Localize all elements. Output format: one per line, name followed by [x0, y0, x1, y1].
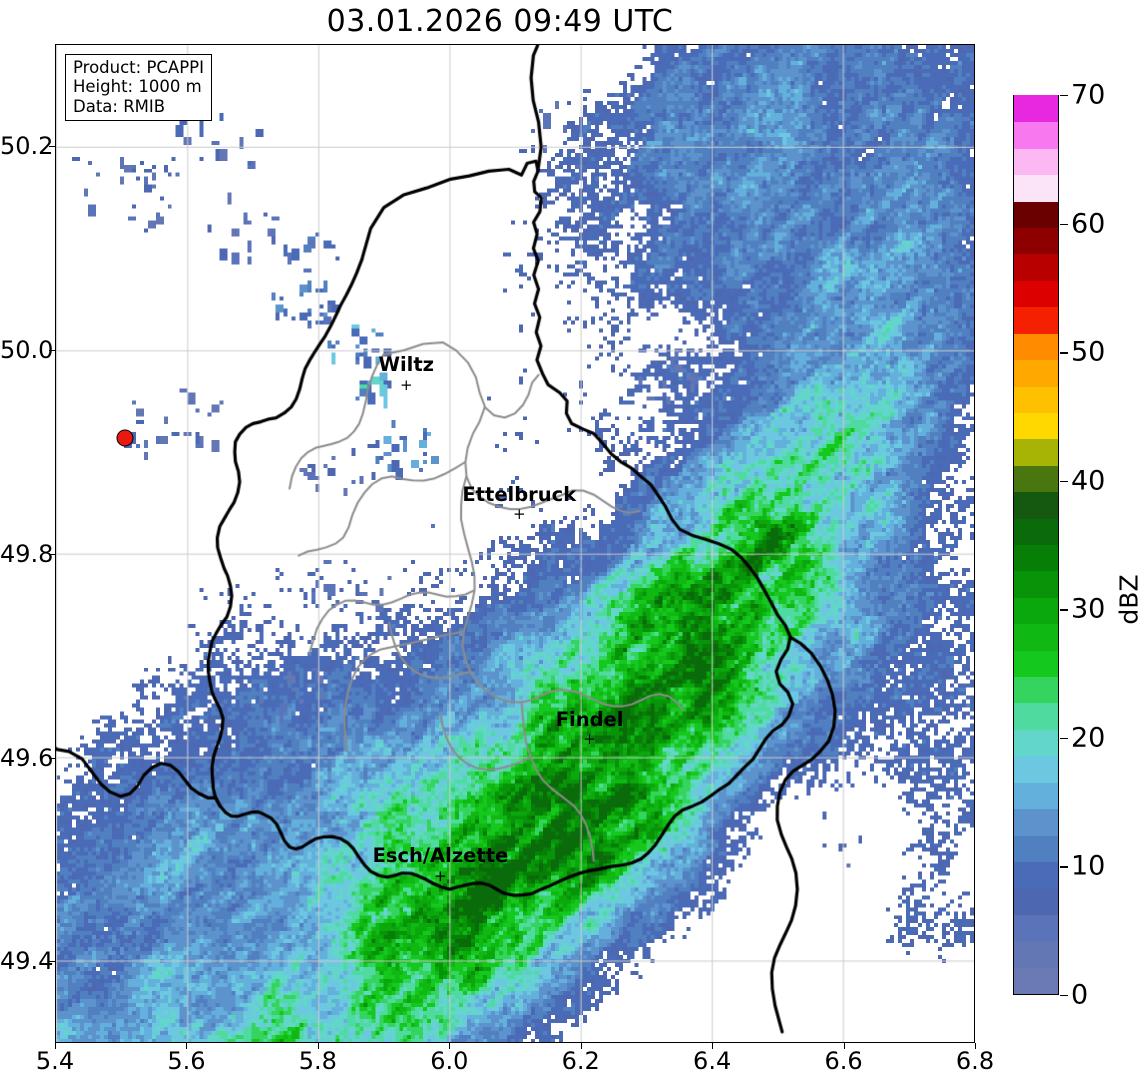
- x-tick-mark: [975, 1043, 976, 1049]
- colorbar-band: [1014, 147, 1058, 176]
- colorbar-band: [1014, 94, 1058, 123]
- product-info-box: Product: PCAPPI Height: 1000 m Data: RMI…: [65, 54, 212, 122]
- x-tick-label: 5.8: [298, 1047, 337, 1075]
- x-tick-mark: [449, 1043, 451, 1049]
- colorbar-band: [1014, 491, 1058, 519]
- radar-map-plot[interactable]: Product: PCAPPI Height: 1000 m Data: RMI…: [55, 44, 975, 1043]
- colorbar-tick-label: 70: [1071, 79, 1106, 111]
- colorbar-band: [1014, 913, 1058, 942]
- infobox-data-line: Data: RMIB: [73, 96, 166, 116]
- colorbar-band: [1014, 253, 1058, 281]
- colorbar-tick-label: 60: [1071, 208, 1106, 240]
- y-tick-label: 50.0: [0, 335, 54, 364]
- y-tick-mark: [49, 349, 55, 351]
- colorbar-tick-label: 10: [1071, 850, 1106, 882]
- x-tick-mark: [55, 1043, 56, 1049]
- colorbar-tick-label: 40: [1071, 465, 1106, 497]
- y-tick-label: 49.8: [0, 539, 54, 568]
- y-tick-label: 49.4: [0, 947, 54, 976]
- colorbar-band: [1014, 834, 1058, 862]
- colorbar-band: [1014, 411, 1058, 440]
- colorbar-tick-mark: [1060, 737, 1068, 740]
- colorbar-tick-mark: [1060, 95, 1068, 97]
- colorbar-tick-mark: [1060, 480, 1068, 483]
- colorbar-band: [1014, 306, 1058, 334]
- colorbar-band: [1014, 702, 1058, 730]
- x-tick-label: 5.6: [167, 1047, 206, 1075]
- colorbar-band: [1014, 332, 1058, 361]
- colorbar-band: [1014, 755, 1058, 783]
- colorbar-band: [1014, 860, 1058, 889]
- infobox-height-line: Height: 1000 m: [73, 77, 202, 97]
- y-tick-mark: [49, 145, 55, 147]
- colorbar-band: [1014, 200, 1058, 229]
- x-tick-label: 6.2: [561, 1047, 600, 1075]
- x-tick-label: 6.0: [430, 1047, 469, 1075]
- colorbar-band: [1014, 728, 1058, 757]
- colorbar-band: [1014, 596, 1058, 625]
- colorbar-tick-label: 20: [1071, 722, 1106, 754]
- y-tick-label: 49.6: [0, 743, 54, 772]
- y-tick-mark: [49, 757, 55, 759]
- colorbar-band: [1014, 438, 1058, 466]
- colorbar-band: [1014, 649, 1058, 678]
- colorbar-band: [1014, 570, 1058, 598]
- colorbar-band: [1014, 887, 1058, 915]
- colorbar-tick-label: 30: [1071, 593, 1106, 625]
- x-tick-mark: [580, 1043, 582, 1049]
- colorbar-band: [1014, 121, 1058, 149]
- infobox-product-line: Product: PCAPPI: [73, 58, 204, 77]
- map-borders-layer: [56, 45, 974, 1042]
- radar-site-marker[interactable]: [116, 429, 134, 447]
- colorbar-band: [1014, 940, 1058, 968]
- colorbar-band: [1014, 174, 1058, 202]
- colorbar-band: [1014, 623, 1058, 651]
- colorbar-band: [1014, 517, 1058, 545]
- y-tick-label: 50.2: [0, 131, 54, 160]
- x-tick-label: 6.4: [693, 1047, 732, 1075]
- x-tick-label: 6.6: [824, 1047, 863, 1075]
- colorbar-band: [1014, 676, 1058, 704]
- colorbar-tick-mark: [1060, 352, 1068, 354]
- colorbar-band: [1014, 227, 1058, 255]
- x-tick-mark: [712, 1043, 714, 1049]
- x-tick-label: 5.4: [35, 1047, 75, 1075]
- colorbar-tick-mark: [1060, 995, 1068, 997]
- colorbar-band: [1014, 808, 1058, 836]
- colorbar-title: dBZ: [1114, 574, 1144, 625]
- colorbar-tick-label: 0: [1071, 979, 1089, 1011]
- x-tick-mark: [317, 1043, 319, 1049]
- x-tick-label: 6.8: [955, 1047, 995, 1075]
- x-tick-mark: [843, 1043, 845, 1049]
- x-tick-mark: [186, 1043, 188, 1049]
- colorbar[interactable]: [1013, 94, 1059, 995]
- y-tick-mark: [49, 553, 55, 555]
- page-title: 03.01.2026 09:49 UTC: [326, 4, 674, 39]
- colorbar-tick-mark: [1060, 223, 1068, 225]
- colorbar-tick-mark: [1060, 866, 1068, 868]
- colorbar-band: [1014, 781, 1058, 810]
- colorbar-band: [1014, 359, 1058, 387]
- colorbar-band: [1014, 543, 1058, 572]
- y-tick-mark: [49, 961, 55, 963]
- colorbar-tick-label: 50: [1071, 336, 1106, 368]
- colorbar-band: [1014, 279, 1058, 308]
- colorbar-band: [1014, 464, 1058, 493]
- colorbar-band: [1014, 966, 1058, 994]
- colorbar-band: [1014, 385, 1058, 413]
- colorbar-tick-mark: [1060, 609, 1068, 611]
